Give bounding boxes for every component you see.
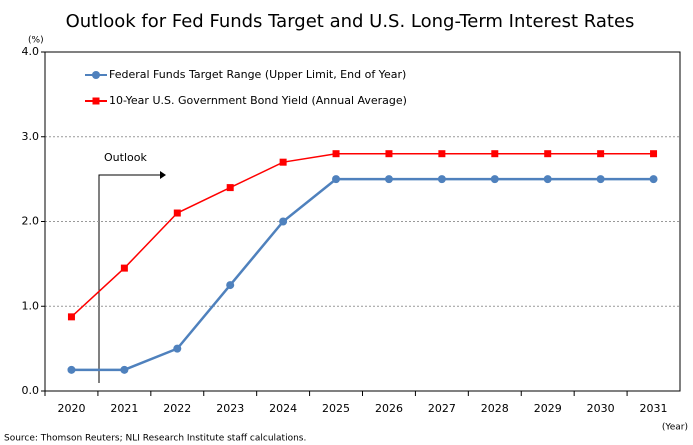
point xyxy=(491,150,499,158)
legend-label: 10-Year U.S. Government Bond Yield (Annu… xyxy=(109,94,407,107)
point xyxy=(92,71,100,79)
source: Source: Thomson Reuters; NLI Research In… xyxy=(4,434,306,444)
point xyxy=(596,175,605,184)
x-tick-label: 2027 xyxy=(428,402,456,415)
y-tick-label: 0.0 xyxy=(22,384,40,397)
point xyxy=(92,97,100,105)
x-tick-label: 2020 xyxy=(57,402,85,415)
point xyxy=(279,217,288,226)
y-tick-label: 1.0 xyxy=(22,299,40,312)
x-tick-label: 2026 xyxy=(375,402,403,415)
x-tick-label: 2031 xyxy=(640,402,668,415)
outlook-arrow xyxy=(98,174,160,383)
point xyxy=(120,264,128,272)
x-tick-label: 2028 xyxy=(481,402,509,415)
point xyxy=(279,158,287,166)
y-tick-label: 4.0 xyxy=(22,45,40,58)
point xyxy=(332,175,341,184)
point xyxy=(597,150,605,158)
point xyxy=(544,150,552,158)
x-tick-label: 2021 xyxy=(110,402,138,415)
point xyxy=(490,175,499,184)
point xyxy=(332,150,340,158)
point xyxy=(226,184,234,192)
x-tick-label: 2022 xyxy=(163,402,191,415)
legend-label: Federal Funds Target Range (Upper Limit,… xyxy=(109,68,406,81)
y-tick-label: 3.0 xyxy=(22,130,40,143)
arrow-head xyxy=(160,171,166,179)
x-unit: (Year) xyxy=(662,423,688,433)
point xyxy=(226,281,235,290)
x-tick-label: 2024 xyxy=(269,402,297,415)
point xyxy=(173,344,182,353)
x-tick-label: 2023 xyxy=(216,402,244,415)
point xyxy=(385,150,393,158)
x-tick-label: 2030 xyxy=(587,402,615,415)
x-tick-label: 2025 xyxy=(322,402,350,415)
point xyxy=(67,313,75,321)
point xyxy=(649,175,658,184)
point xyxy=(384,175,393,184)
y-unit: (%) xyxy=(28,36,44,46)
point xyxy=(437,175,446,184)
point xyxy=(438,150,446,158)
point xyxy=(543,175,552,184)
x-tick-label: 2029 xyxy=(534,402,562,415)
point xyxy=(67,365,76,374)
series-line xyxy=(70,152,654,318)
annotation: Outlook xyxy=(104,151,147,164)
point xyxy=(650,150,658,158)
point xyxy=(120,365,129,374)
chart-title: Outlook for Fed Funds Target and U.S. Lo… xyxy=(66,11,635,32)
point xyxy=(173,209,181,217)
series-line xyxy=(71,177,654,372)
y-tick-label: 2.0 xyxy=(22,215,40,228)
